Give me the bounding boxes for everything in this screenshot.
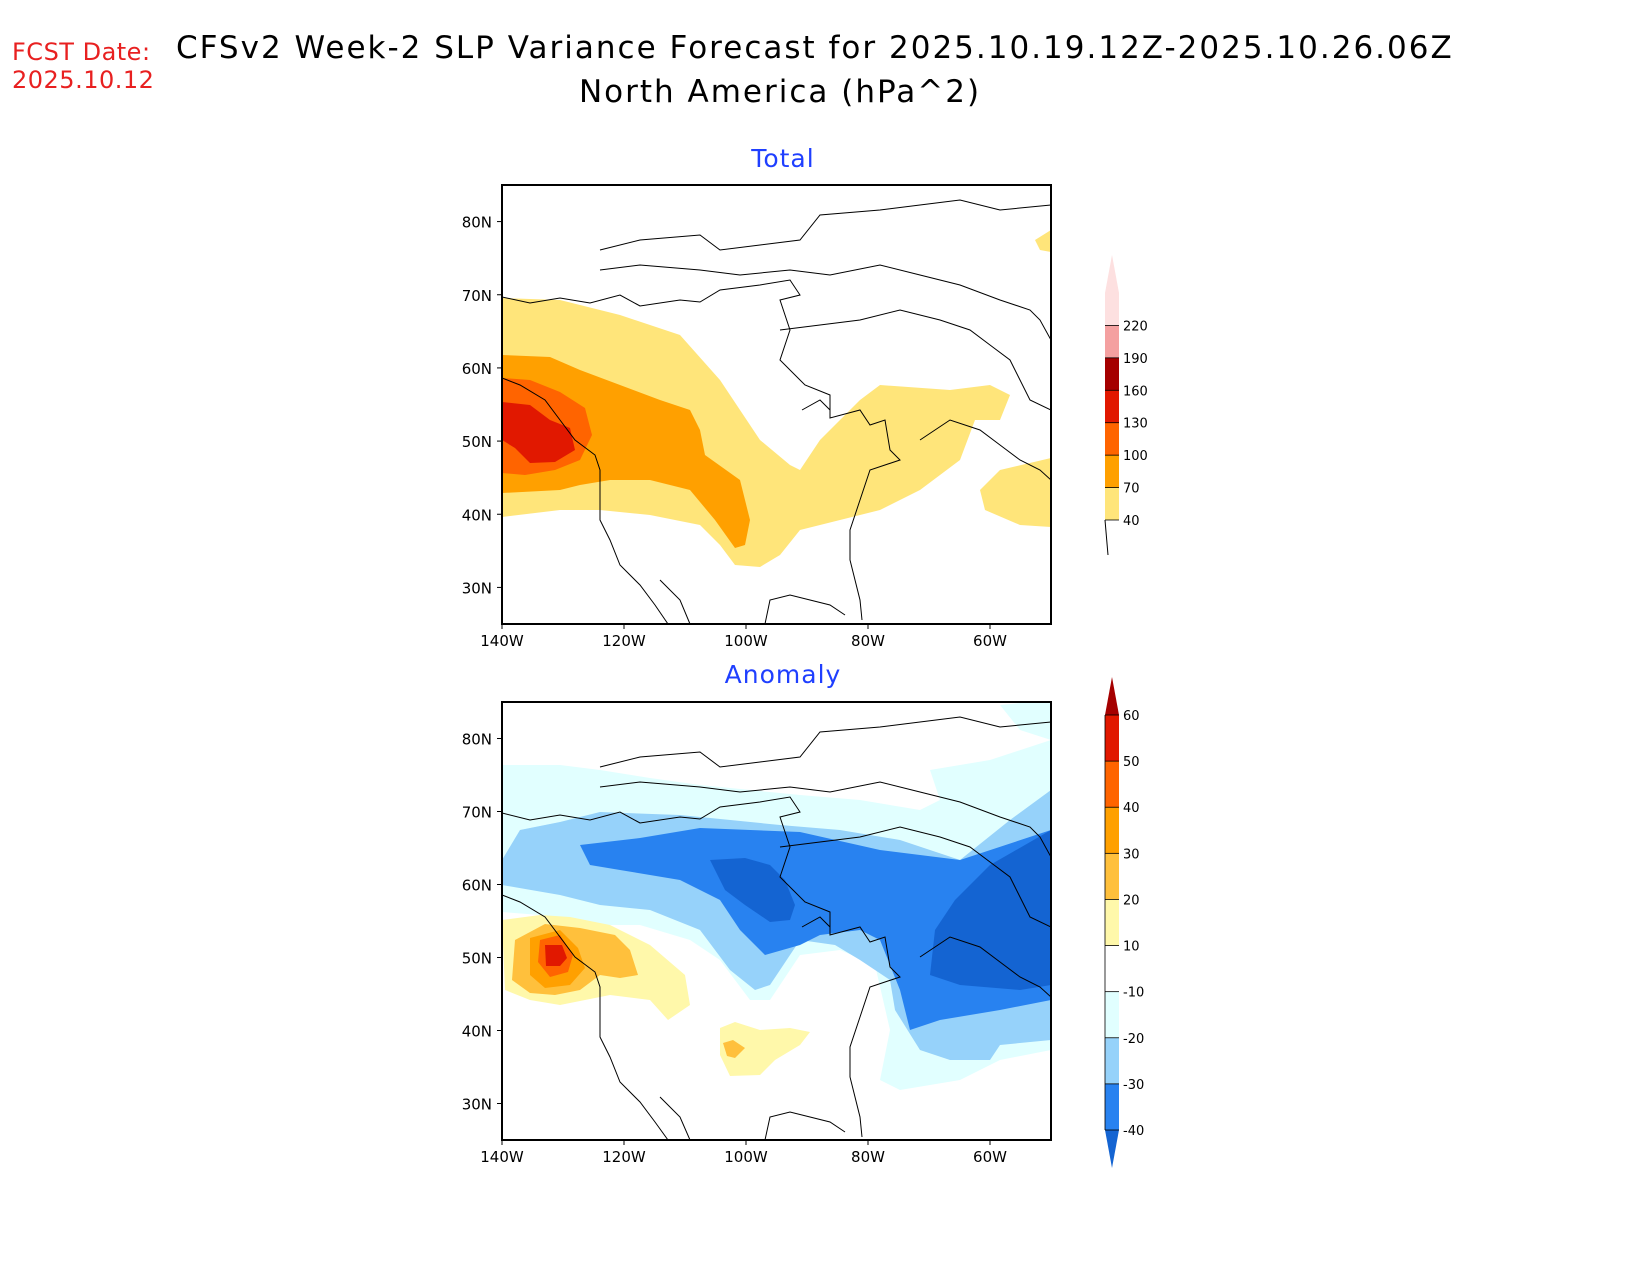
legend-lower-arrow	[1104, 519, 1109, 556]
anom-contour-neg40-b	[930, 830, 1051, 990]
anom-contour-20-b	[723, 1040, 745, 1058]
forecast-date-value: 2025.10.12	[12, 66, 155, 94]
legend-swatch	[1105, 899, 1119, 946]
y-tick-label: 70N	[462, 287, 492, 305]
y-tick-label: 50N	[462, 433, 492, 451]
x-tick-label: 80W	[851, 632, 885, 650]
legend-upper-arrow	[1105, 255, 1119, 293]
total-contour-40-east	[980, 458, 1051, 527]
legend-label: 190	[1123, 352, 1148, 367]
legend-swatch	[1105, 325, 1119, 358]
anom-contour-neg10-ne	[1000, 702, 1051, 740]
legend-swatch	[1105, 1083, 1119, 1130]
axes-group: 140W 120W 100W 80W 60W 30N 40N 50N 60N 70N 80N 140W…	[462, 214, 1007, 1166]
legend-label: -30	[1123, 1078, 1144, 1093]
coastline-total	[502, 199, 1051, 624]
anom-contour-neg40-a	[710, 858, 795, 922]
legend-label: 100	[1123, 449, 1148, 464]
chart-subtitle: North America (hPa^2)	[578, 74, 982, 110]
forecast-date-label: FCST Date:	[12, 38, 151, 66]
anom-contour-neg30	[580, 828, 1051, 1030]
y-tick-label: 70N	[462, 804, 492, 822]
x-tick-label: 140W	[480, 632, 524, 650]
legend-label: 220	[1123, 319, 1148, 334]
legend-label: 50	[1123, 755, 1140, 770]
y-tick-label: 30N	[462, 579, 492, 597]
anom-contour-50	[545, 945, 567, 966]
legend-swatch	[1105, 357, 1119, 391]
anomaly-plot-frame	[501, 701, 1052, 1141]
legend-label: 60	[1123, 709, 1140, 724]
legend-swatch	[1105, 853, 1119, 900]
y-tick-label: 30N	[462, 1096, 492, 1114]
legend-swatch	[1105, 1037, 1119, 1084]
legend-label: 20	[1123, 893, 1140, 908]
coastlines	[502, 199, 1051, 1140]
legend-lower-arrow	[1105, 1130, 1119, 1168]
legend-swatch	[1105, 991, 1119, 1038]
legends-group: 40 70 100 130 160 190 220 -40 -30 -20 -10 10 20 30 40 5…	[1104, 255, 1148, 1168]
legend-swatch	[1105, 715, 1119, 762]
legend-swatch	[1105, 390, 1119, 423]
forecast-date-block: FCST Date: 2025.10.12	[12, 38, 154, 94]
x-tick-label: 100W	[724, 1148, 768, 1166]
x-tick-label: 120W	[602, 632, 646, 650]
y-tick-label: 50N	[462, 950, 492, 968]
legend-swatch	[1105, 761, 1119, 808]
y-tick-label: 40N	[462, 506, 492, 524]
legend-label: 130	[1123, 417, 1148, 432]
x-tick-label: 140W	[480, 1148, 524, 1166]
total-contour-130	[502, 402, 575, 463]
legend-label: 40	[1123, 514, 1140, 529]
legend-label: -10	[1123, 986, 1144, 1001]
total-field	[502, 230, 1051, 567]
legend-label: 30	[1123, 847, 1140, 862]
legend-swatch	[1105, 293, 1119, 326]
y-tick-label: 80N	[462, 731, 492, 749]
total-plot-frame	[501, 184, 1052, 625]
legend-swatch	[1105, 487, 1119, 520]
y-tick-label: 60N	[462, 360, 492, 378]
y-tick-label: 80N	[462, 214, 492, 232]
legend-upper-arrow	[1105, 677, 1119, 715]
total-contour-40	[502, 298, 1010, 567]
legend-label: 40	[1123, 801, 1140, 816]
panel-title-total: Total	[751, 144, 815, 173]
chart-title: CFSv2 Week-2 SLP Variance Forecast for 2…	[176, 30, 1454, 66]
x-tick-label: 60W	[973, 1148, 1007, 1166]
legend-swatch	[1105, 455, 1119, 488]
x-tick-label: 120W	[602, 1148, 646, 1166]
anom-contour-10-b	[720, 1022, 810, 1076]
coastline-anomaly	[502, 716, 1051, 1140]
legend-label: 10	[1123, 940, 1140, 955]
legend-swatch	[1105, 945, 1119, 992]
legend-label: -40	[1123, 1124, 1144, 1139]
x-tick-label: 60W	[973, 632, 1007, 650]
x-tick-label: 80W	[851, 1148, 885, 1166]
x-tick-label: 100W	[724, 632, 768, 650]
y-tick-label: 60N	[462, 877, 492, 895]
panel-title-anomaly: Anomaly	[724, 660, 842, 689]
legend-swatch	[1105, 422, 1119, 456]
legend-label: -20	[1123, 1032, 1144, 1047]
y-tick-label: 40N	[462, 1023, 492, 1041]
legend-label: 70	[1123, 482, 1140, 497]
legend-label: 160	[1123, 384, 1148, 399]
anomaly-field	[502, 702, 1051, 1090]
total-contour-40-greenland	[1035, 230, 1051, 252]
legend-swatch	[1105, 807, 1119, 854]
